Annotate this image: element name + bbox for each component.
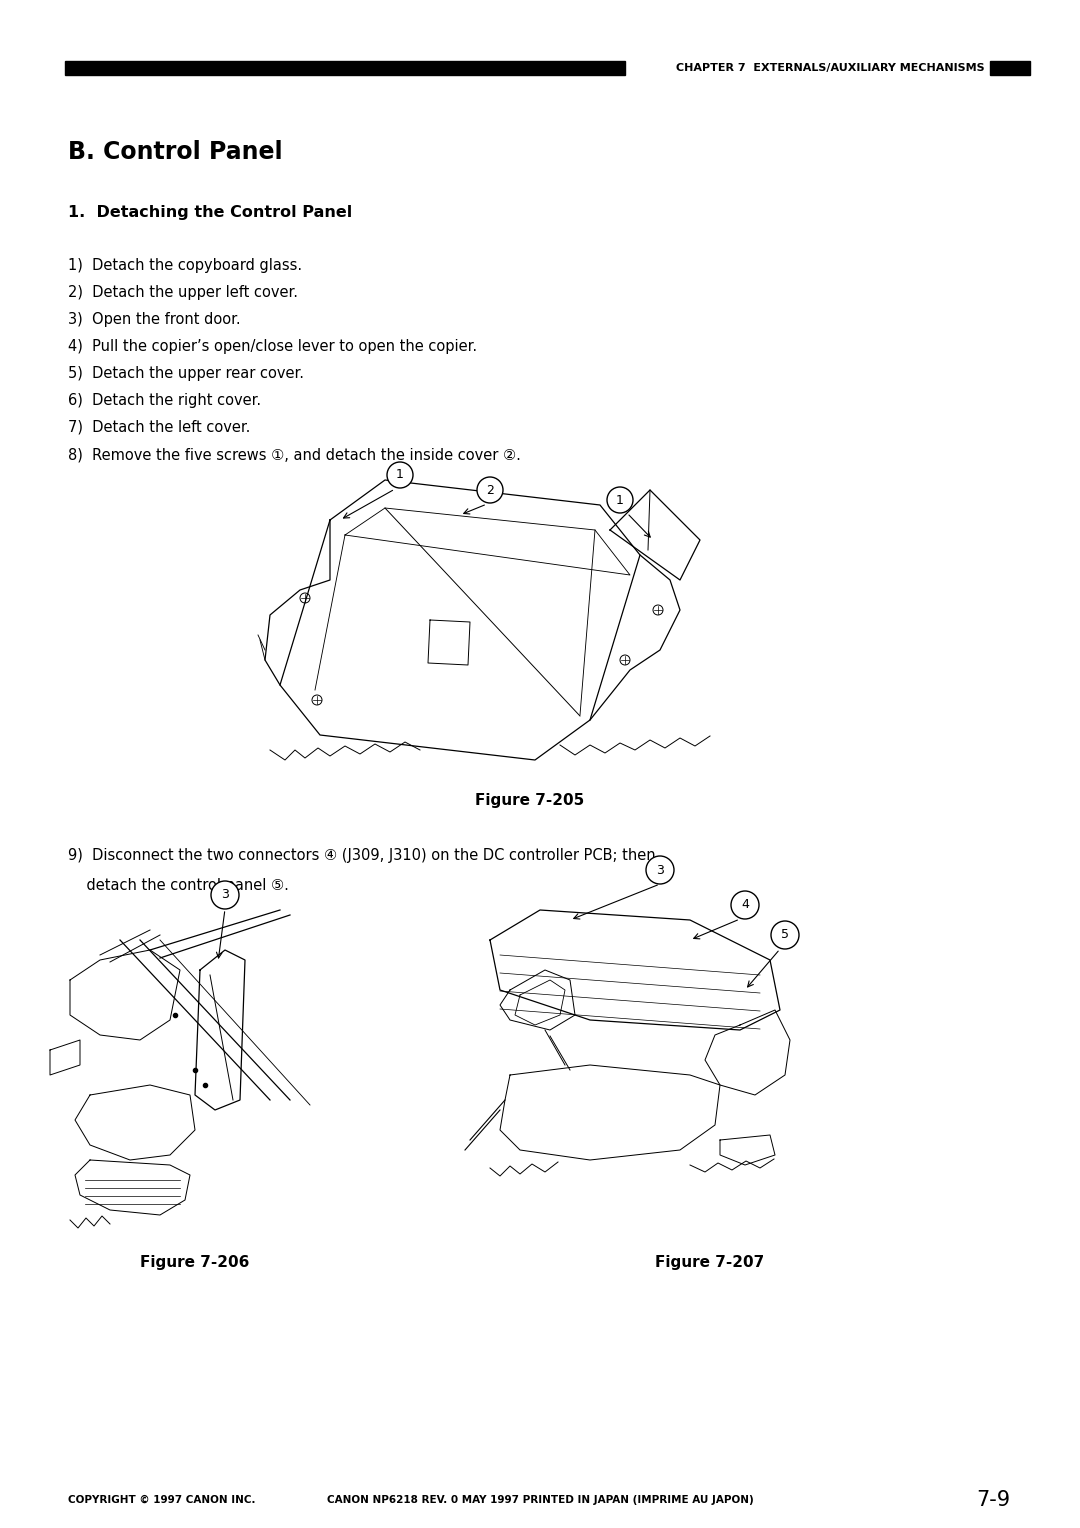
Text: 1.  Detaching the Control Panel: 1. Detaching the Control Panel: [68, 205, 352, 220]
Text: Figure 7-206: Figure 7-206: [140, 1254, 249, 1270]
Text: B. Control Panel: B. Control Panel: [68, 141, 283, 163]
Text: CANON NP6218 REV. 0 MAY 1997 PRINTED IN JAPAN (IMPRIME AU JAPON): CANON NP6218 REV. 0 MAY 1997 PRINTED IN …: [326, 1494, 754, 1505]
Text: 4)  Pull the copier’s open/close lever to open the copier.: 4) Pull the copier’s open/close lever to…: [68, 339, 477, 354]
Circle shape: [387, 461, 413, 487]
Text: 4: 4: [741, 898, 748, 912]
Circle shape: [646, 856, 674, 885]
Circle shape: [211, 882, 239, 909]
Circle shape: [731, 891, 759, 918]
Text: COPYRIGHT © 1997 CANON INC.: COPYRIGHT © 1997 CANON INC.: [68, 1494, 256, 1505]
Text: 2: 2: [486, 483, 494, 497]
Text: 3)  Open the front door.: 3) Open the front door.: [68, 312, 241, 327]
Text: 1: 1: [396, 469, 404, 481]
Text: detach the control panel ⑤.: detach the control panel ⑤.: [68, 879, 288, 892]
Text: 5: 5: [781, 929, 789, 941]
Text: Figure 7-205: Figure 7-205: [475, 793, 584, 808]
Circle shape: [771, 921, 799, 949]
Text: 5)  Detach the upper rear cover.: 5) Detach the upper rear cover.: [68, 367, 303, 380]
Text: 3: 3: [656, 863, 664, 877]
Text: CHAPTER 7  EXTERNALS/AUXILIARY MECHANISMS: CHAPTER 7 EXTERNALS/AUXILIARY MECHANISMS: [676, 63, 985, 73]
Text: 6)  Detach the right cover.: 6) Detach the right cover.: [68, 393, 261, 408]
Circle shape: [477, 477, 503, 503]
Text: 9)  Disconnect the two connectors ④ (J309, J310) on the DC controller PCB; then,: 9) Disconnect the two connectors ④ (J309…: [68, 848, 660, 863]
Text: 7)  Detach the left cover.: 7) Detach the left cover.: [68, 420, 251, 435]
Bar: [990, 61, 1030, 75]
Bar: [65, 61, 625, 75]
Text: 1)  Detach the copyboard glass.: 1) Detach the copyboard glass.: [68, 258, 302, 274]
Text: 7-9: 7-9: [976, 1490, 1010, 1510]
Text: 8)  Remove the five screws ①, and detach the inside cover ②.: 8) Remove the five screws ①, and detach …: [68, 448, 521, 461]
Text: 2)  Detach the upper left cover.: 2) Detach the upper left cover.: [68, 286, 298, 299]
Text: 1: 1: [616, 494, 624, 506]
Text: Figure 7-207: Figure 7-207: [656, 1254, 765, 1270]
Circle shape: [607, 487, 633, 513]
Text: 3: 3: [221, 888, 229, 902]
